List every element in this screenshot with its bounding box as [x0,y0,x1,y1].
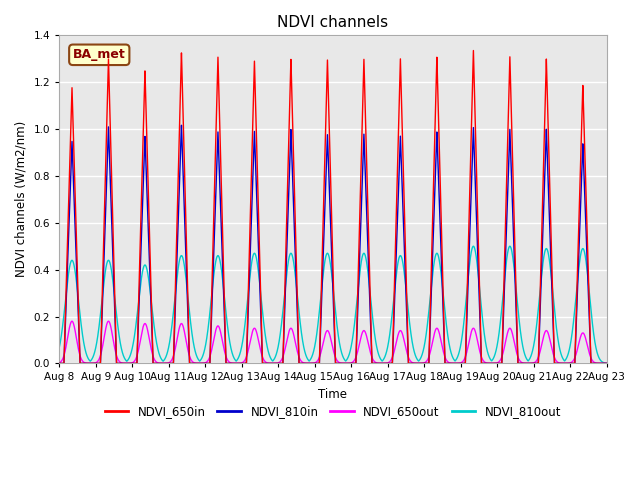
Text: BA_met: BA_met [73,48,125,61]
Legend: NDVI_650in, NDVI_810in, NDVI_650out, NDVI_810out: NDVI_650in, NDVI_810in, NDVI_650out, NDV… [100,401,566,423]
X-axis label: Time: Time [318,388,348,401]
Y-axis label: NDVI channels (W/m2/nm): NDVI channels (W/m2/nm) [15,121,28,277]
Title: NDVI channels: NDVI channels [277,15,388,30]
